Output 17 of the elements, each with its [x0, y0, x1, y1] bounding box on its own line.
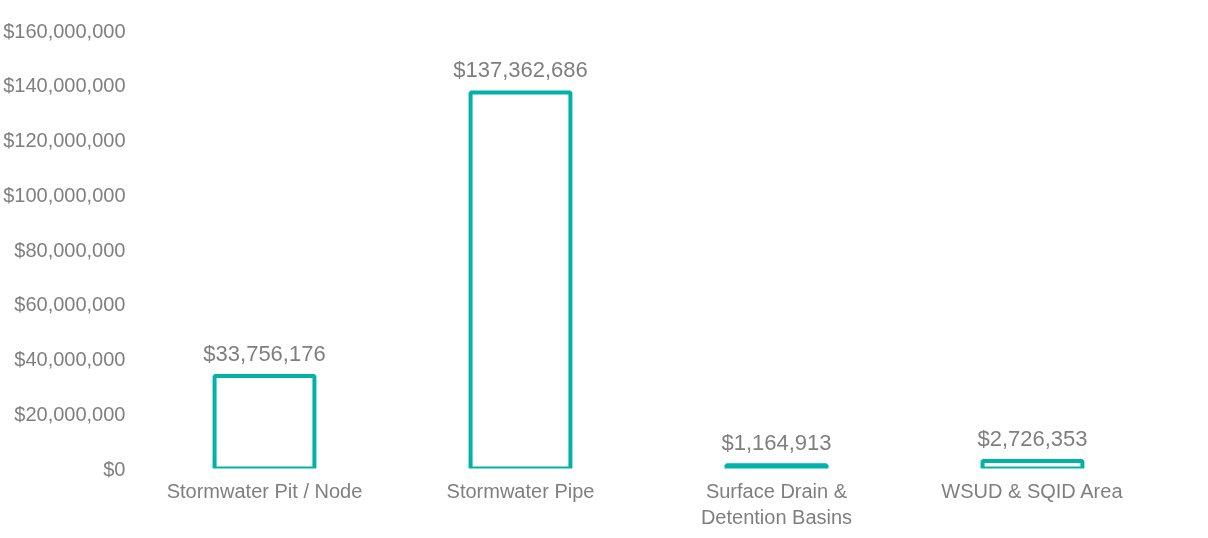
- data-label: $33,756,176: [203, 341, 326, 367]
- x-tick-label: Stormwater Pit / Node: [166, 479, 363, 502]
- y-tick-label: $60,000,000: [14, 293, 126, 316]
- y-tick-label: $0: [103, 457, 126, 480]
- data-label: $2,726,353: [977, 426, 1088, 452]
- x-tick-label: Surface Drain & Detention Basins: [700, 479, 853, 528]
- y-tick-label: $100,000,000: [3, 183, 126, 206]
- y-tick-label: $40,000,000: [14, 348, 126, 370]
- y-tick-label: $20,000,000: [14, 402, 126, 425]
- y-tick-label: $80,000,000: [14, 238, 126, 261]
- y-tick-label: $140,000,000: [3, 74, 126, 97]
- x-tick-label: WSUD & SQID Area: [941, 479, 1124, 502]
- data-label: $1,164,913: [721, 430, 832, 456]
- y-tick-label: $120,000,000: [3, 129, 126, 151]
- x-tick-label: Stormwater Pipe: [446, 479, 595, 502]
- y-tick-label: $160,000,000: [3, 19, 126, 42]
- data-label: $137,362,686: [453, 57, 588, 83]
